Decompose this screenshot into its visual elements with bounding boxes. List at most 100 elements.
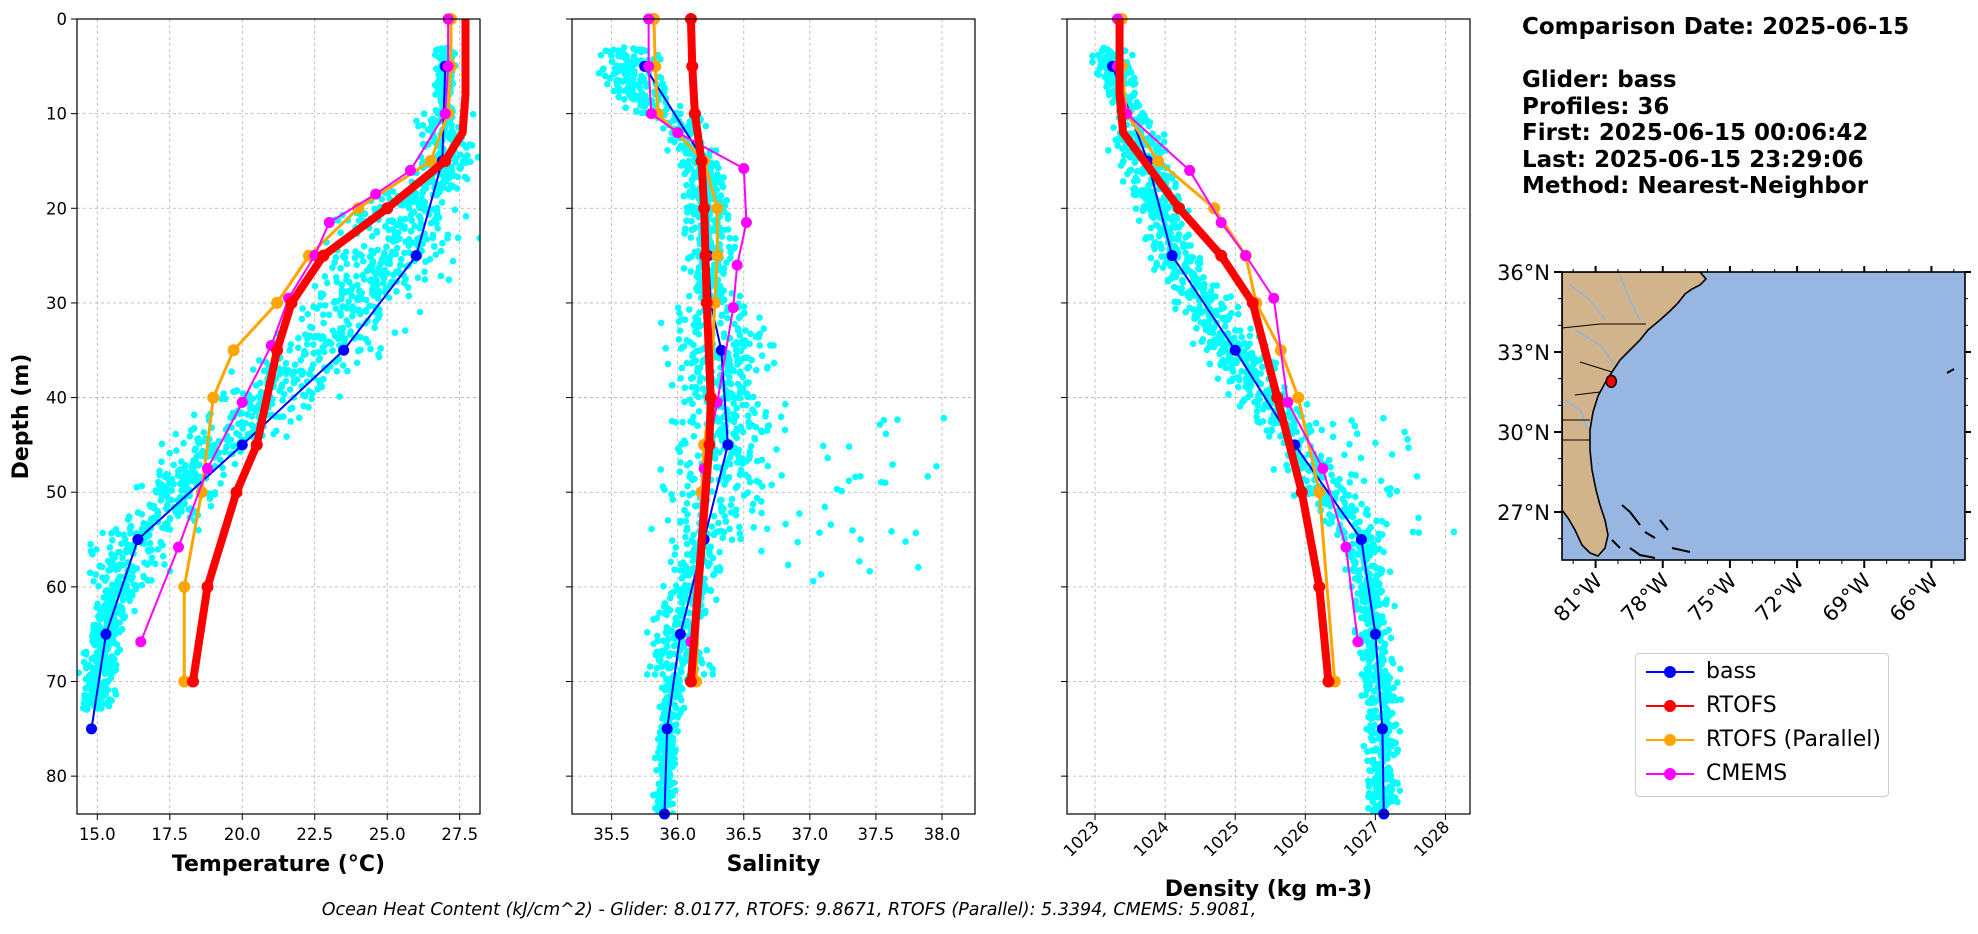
glider-raw-point [1114, 142, 1121, 149]
glider-raw-point [112, 566, 120, 573]
glider-raw-point [1366, 679, 1373, 687]
glider-raw-point [385, 294, 393, 302]
glider-raw-point [655, 780, 663, 788]
glider-raw-point [109, 668, 117, 676]
glider-raw-point [1387, 634, 1395, 642]
glider-raw-point [456, 151, 464, 158]
glider-raw-point [666, 594, 674, 602]
glider-raw-point [356, 288, 364, 296]
glider-raw-point [671, 650, 678, 658]
glider-raw-point [140, 572, 147, 580]
glider-raw-point [126, 597, 133, 604]
glider-raw-point [466, 141, 474, 148]
map-lat-label: 30°N [1497, 421, 1550, 445]
glider-raw-point [287, 418, 294, 425]
glider-raw-point [676, 102, 684, 110]
glider-raw-point [1179, 279, 1187, 286]
glider-raw-point [723, 259, 730, 266]
glider-raw-point [392, 268, 400, 276]
glider-raw-point [1415, 529, 1423, 536]
glider-raw-point [676, 309, 683, 317]
glider-raw-point [1352, 506, 1360, 514]
glider-raw-point [232, 388, 240, 395]
glider-raw-point [1396, 728, 1404, 735]
glider-raw-point [1101, 73, 1109, 81]
glider-raw-point [373, 276, 380, 284]
glider-raw-point [189, 464, 196, 472]
glider-raw-point [748, 507, 756, 514]
series-cmems [135, 13, 454, 648]
glider-raw-point [657, 466, 665, 473]
glider-raw-point [416, 308, 424, 316]
glider-raw-point [689, 557, 697, 565]
data-point [1292, 391, 1305, 404]
series-rtofs [1115, 19, 1335, 688]
glider-raw-point [388, 217, 396, 224]
glider-raw-point [664, 360, 672, 368]
glider-raw-point [366, 277, 374, 285]
data-point [1215, 216, 1227, 228]
glider-raw-point [796, 510, 803, 517]
glider-raw-point [724, 395, 732, 402]
glider-raw-point [1158, 253, 1165, 260]
legend-swatch-rtofs [1646, 700, 1694, 712]
glider-raw-point [413, 117, 420, 125]
glider-raw-point [228, 368, 235, 375]
glider-raw-point [682, 144, 689, 151]
data-point [684, 675, 697, 688]
glider-raw-point [283, 433, 290, 440]
x-tick-label: 25.0 [369, 825, 406, 844]
glider-raw-point [1147, 233, 1155, 241]
glider-raw-point [287, 405, 294, 413]
glider-raw-point [628, 94, 636, 102]
glider-raw-point [1371, 765, 1379, 773]
glider-raw-point [1388, 697, 1396, 704]
glider-raw-point [405, 284, 412, 291]
glider-raw-point [615, 84, 623, 92]
glider-raw-point [781, 426, 789, 434]
data-point [1340, 541, 1352, 553]
glider-raw-point [1356, 518, 1363, 525]
y-tick-label: 50 [46, 483, 67, 502]
glider-raw-point [1186, 268, 1194, 275]
glider-raw-point [1384, 774, 1392, 782]
glider-raw-point [1364, 543, 1371, 551]
glider-raw-point [1364, 777, 1372, 784]
glider-raw-point [190, 477, 198, 485]
glider-raw-point [1242, 375, 1250, 382]
glider-raw-point [679, 418, 686, 426]
glider-raw-point [467, 158, 474, 166]
glider-raw-point [1369, 778, 1377, 785]
glider-raw-point [344, 367, 351, 375]
glider-raw-point [1218, 300, 1225, 308]
glider-raw-point [168, 496, 175, 504]
glider-raw-point [118, 540, 125, 547]
map-lon-label: 72°W [1751, 568, 1809, 626]
glider-raw-point [677, 567, 684, 574]
glider-raw-point [676, 709, 684, 717]
glider-raw-point [343, 276, 350, 284]
glider-raw-point [681, 581, 689, 589]
glider-raw-point [111, 655, 118, 663]
glider-raw-point [737, 423, 745, 431]
glider-raw-point [674, 728, 681, 735]
glider-raw-point [686, 459, 694, 467]
data-point [1246, 296, 1259, 309]
glider-raw-point [1383, 678, 1391, 686]
glider-raw-point [730, 418, 738, 426]
x-tick-label: 36.5 [725, 825, 762, 844]
glider-raw-point [678, 575, 686, 582]
x-tick-label: 1024 [1130, 817, 1173, 860]
glider-raw-point [1387, 789, 1394, 796]
glider-raw-point [1305, 422, 1313, 429]
glider-raw-point [683, 337, 691, 344]
glider-raw-point [1229, 368, 1237, 375]
glider-raw-point [705, 549, 713, 556]
glider-raw-point [115, 548, 122, 556]
glider-raw-point [332, 254, 340, 261]
glider-raw-point [683, 217, 690, 224]
glider-raw-point [756, 314, 763, 321]
glider-raw-point [1127, 102, 1135, 110]
glider-raw-point [1244, 393, 1252, 401]
